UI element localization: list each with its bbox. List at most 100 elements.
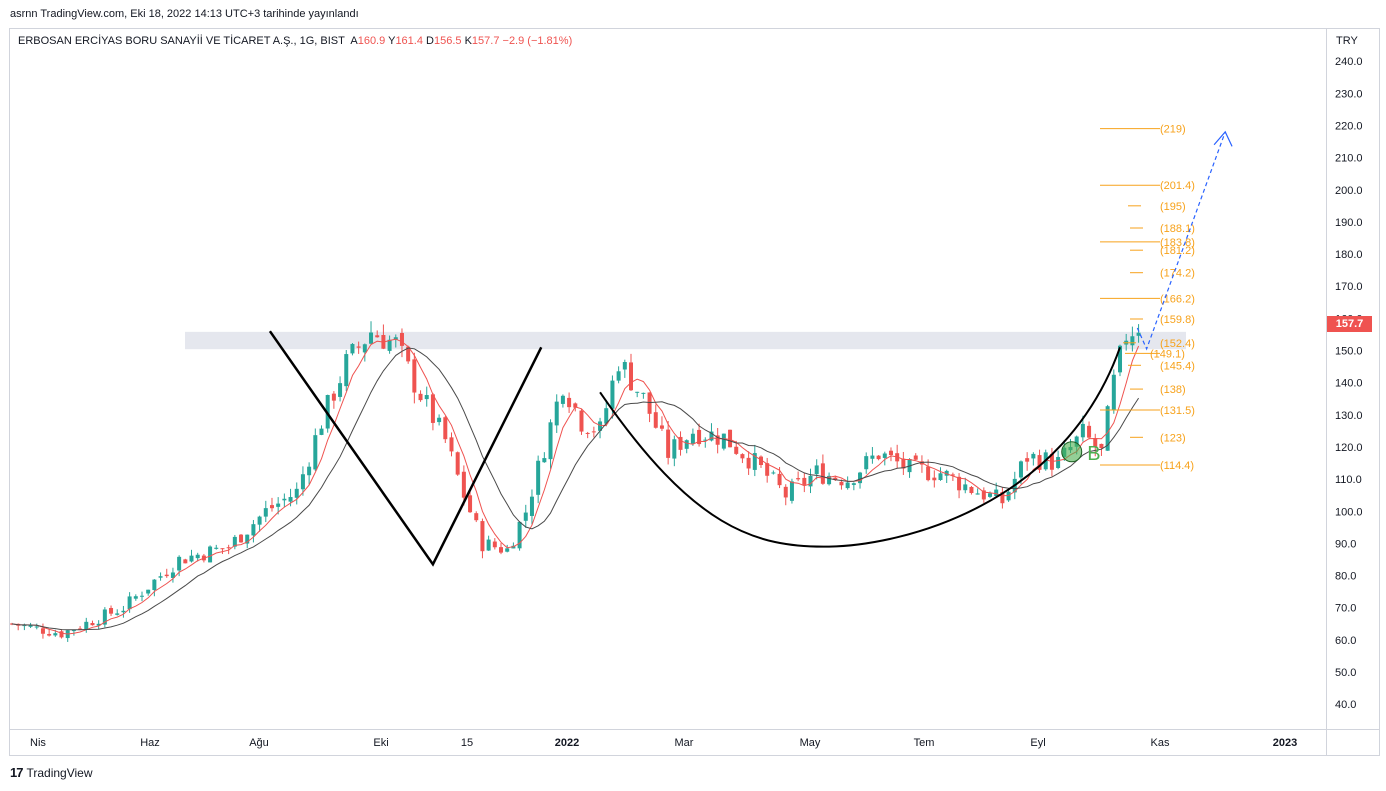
- candle-body: [369, 332, 374, 344]
- candle-body: [1000, 492, 1005, 504]
- candle-body: [536, 460, 541, 495]
- candle-body: [232, 536, 237, 547]
- chart-canvas[interactable]: (219) (201.4) (195) (188.1) (183.8)(181.2) (1…: [10, 29, 1326, 729]
- moving-average-slow: [11, 347, 1140, 631]
- fib-label: (159.8): [1160, 314, 1195, 326]
- candle-body: [777, 473, 782, 486]
- time-axis[interactable]: Nis Haz Ağu Eki 15 2022 Mar May Tem Eyl Kas 2023: [10, 730, 1326, 755]
- candle-body: [765, 463, 770, 476]
- tradingview-brand[interactable]: 17 TradingView: [10, 765, 93, 780]
- fib-label: (152.4): [1160, 338, 1195, 350]
- candle-body: [115, 613, 120, 615]
- time-scale-divider: [10, 729, 1379, 730]
- candle-body: [709, 431, 714, 441]
- time-tick-label: Tem: [914, 737, 935, 749]
- candle-body: [158, 576, 163, 578]
- fib-label: (219): [1160, 124, 1186, 136]
- price-tick-label: 240.0: [1335, 56, 1363, 68]
- time-tick-label: Kas: [1151, 737, 1170, 749]
- candle-body: [567, 397, 572, 408]
- candle-body: [164, 574, 169, 577]
- candle-body: [969, 486, 974, 494]
- candle-body: [808, 475, 813, 487]
- time-tick-label: Ağu: [249, 737, 269, 749]
- candle-body: [870, 455, 875, 459]
- candle-body: [957, 476, 962, 491]
- candle-body: [133, 596, 138, 599]
- open-value: 160.9: [357, 35, 386, 47]
- candle-body: [263, 508, 268, 517]
- candle-body: [888, 450, 893, 456]
- candle-body: [635, 391, 640, 393]
- candle-body: [827, 475, 832, 485]
- candle-body: [858, 472, 863, 484]
- candle-body: [109, 607, 114, 614]
- candle-body: [393, 337, 398, 340]
- candle-body: [294, 488, 299, 498]
- candle-body: [331, 393, 336, 401]
- candle-body: [226, 547, 231, 549]
- candle-body: [399, 332, 404, 346]
- candle-body: [659, 425, 664, 429]
- candle-body: [1093, 438, 1098, 448]
- candle-body: [375, 335, 380, 338]
- time-tick-label: Eyl: [1030, 737, 1045, 749]
- candle-body: [418, 393, 423, 401]
- candle-body: [913, 455, 918, 460]
- candle-body: [721, 433, 726, 449]
- candle-body: [1136, 332, 1141, 336]
- candle-body: [406, 346, 411, 362]
- price-tick-label: 200.0: [1335, 185, 1363, 197]
- candle-body: [1006, 491, 1011, 501]
- candle-body: [220, 548, 225, 550]
- candle-body: [319, 428, 324, 435]
- candle-body: [474, 513, 479, 521]
- fib-label: (131.5): [1160, 405, 1195, 417]
- candle-body: [814, 465, 819, 475]
- candle-body: [845, 482, 850, 489]
- candle-body: [189, 555, 194, 562]
- breakout-marker: [1061, 441, 1083, 463]
- price-axis[interactable]: 240.0 230.0 220.0 210.0 200.0 190.0 180.0 170.0…: [1327, 29, 1385, 729]
- candle-body: [1111, 374, 1116, 411]
- currency-label[interactable]: TRY: [1336, 35, 1358, 47]
- candle-body: [820, 463, 825, 484]
- candle-body: [121, 610, 126, 613]
- candle-body: [684, 440, 689, 449]
- candle-body: [214, 547, 219, 549]
- low-value: 156.5: [433, 35, 462, 47]
- candle-body: [796, 478, 801, 480]
- candle-body: [430, 394, 435, 423]
- candle-body: [102, 609, 107, 625]
- price-tick-label: 60.0: [1335, 635, 1356, 647]
- candle-body: [771, 472, 776, 474]
- candle-body: [53, 633, 58, 636]
- price-tick-label: 90.0: [1335, 538, 1356, 550]
- time-tick-label: Mar: [675, 737, 694, 749]
- candle-body: [697, 429, 702, 445]
- fib-label: (174.2): [1160, 268, 1195, 280]
- open-label: A: [350, 35, 358, 47]
- candle-body: [288, 497, 293, 502]
- breakout-label: B: [1087, 443, 1100, 465]
- candle-body: [604, 408, 609, 424]
- candle-body: [950, 474, 955, 476]
- close-label: K: [464, 35, 472, 47]
- publish-info: asrnn TradingView.com, Eki 18, 2022 14:1…: [10, 8, 359, 20]
- candle-body: [728, 429, 733, 448]
- candle-body: [71, 630, 76, 632]
- candle-body: [28, 625, 33, 627]
- candle-body: [882, 453, 887, 458]
- candle-body: [344, 354, 349, 387]
- cup-curve: [599, 346, 1121, 548]
- price-tick-label: 190.0: [1335, 217, 1363, 229]
- candle-body: [783, 486, 788, 498]
- candle-body: [59, 631, 64, 638]
- candle-body: [851, 483, 856, 485]
- candle-body: [492, 541, 497, 548]
- close-value: 157.7: [471, 35, 500, 47]
- candle-body: [994, 489, 999, 497]
- price-tick-label: 230.0: [1335, 88, 1363, 100]
- candle-body: [672, 439, 677, 459]
- candle-body: [666, 429, 671, 458]
